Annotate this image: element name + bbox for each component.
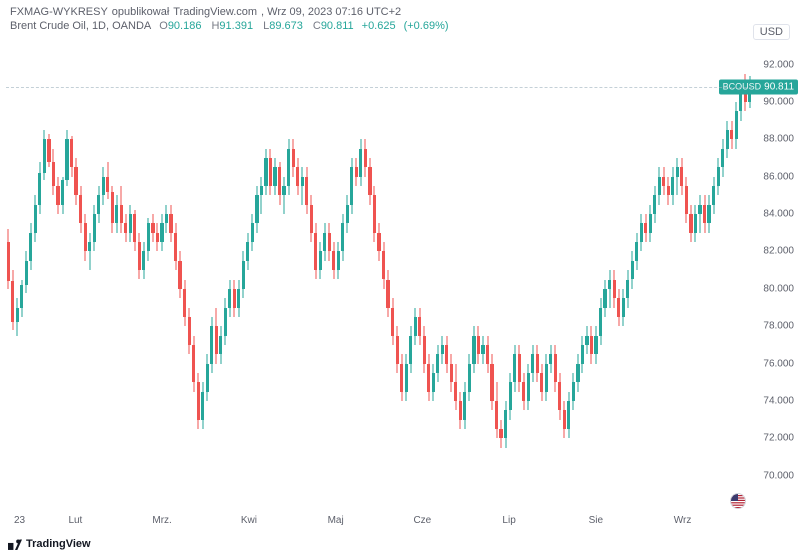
site-name: TradingView.com [173,6,257,18]
x-axis-tick: Wrz [674,515,692,526]
x-axis-year: 23 [14,515,25,526]
publisher-name: FXMAG-WYKRESY [10,6,108,18]
y-axis-tick: 90.000 [763,97,794,108]
x-axis-tick: Lip [502,515,515,526]
published-word: opublikował [112,6,169,18]
ohlc-values: O90.186 H91.391 L89.673 C90.811 [159,20,353,32]
y-axis[interactable]: 92.000 90.000 88.000 86.000 84.000 82.000 80.0… [752,46,800,513]
x-axis-tick: Mrz. [152,515,171,526]
x-axis-tick: Cze [413,515,431,526]
currency-badge[interactable]: USD [753,24,790,40]
y-axis-tick: 88.000 [763,134,794,145]
tradingview-attribution[interactable]: TradingView [8,537,91,551]
tradingview-logo-icon [8,537,22,551]
y-axis-tick: 92.000 [763,59,794,70]
x-axis-tick: Kwi [241,515,257,526]
y-axis-tick: 82.000 [763,246,794,257]
y-axis-tick: 80.000 [763,283,794,294]
price-reference-line [6,87,752,88]
y-axis-tick: 84.000 [763,209,794,220]
y-axis-tick: 70.000 [763,470,794,481]
x-axis-tick: Maj [328,515,344,526]
candlestick-chart[interactable] [6,46,752,513]
symbol-name[interactable]: Brent Crude Oil, 1D, OANDA [10,20,151,32]
publish-date: , Wrz 09, 2023 07:16 UTC+2 [261,6,401,18]
y-axis-tick: 78.000 [763,321,794,332]
price-change-pct: (+0.69%) [404,20,449,32]
y-axis-tick: 76.000 [763,358,794,369]
y-axis-tick: 74.000 [763,395,794,406]
flag-icon [730,493,746,509]
y-axis-tick: 72.000 [763,433,794,444]
x-axis-tick: Lut [68,515,82,526]
y-axis-tick: 86.000 [763,171,794,182]
x-axis[interactable]: 23 Lut Mrz. Kwi Maj Cze Lip Sie Wrz [6,515,752,533]
price-change: +0.625 [362,20,396,32]
x-axis-tick: Sie [589,515,603,526]
tradingview-text: TradingView [26,538,91,550]
chart-header: FXMAG-WYKRESY opublikował TradingView.co… [0,0,800,34]
